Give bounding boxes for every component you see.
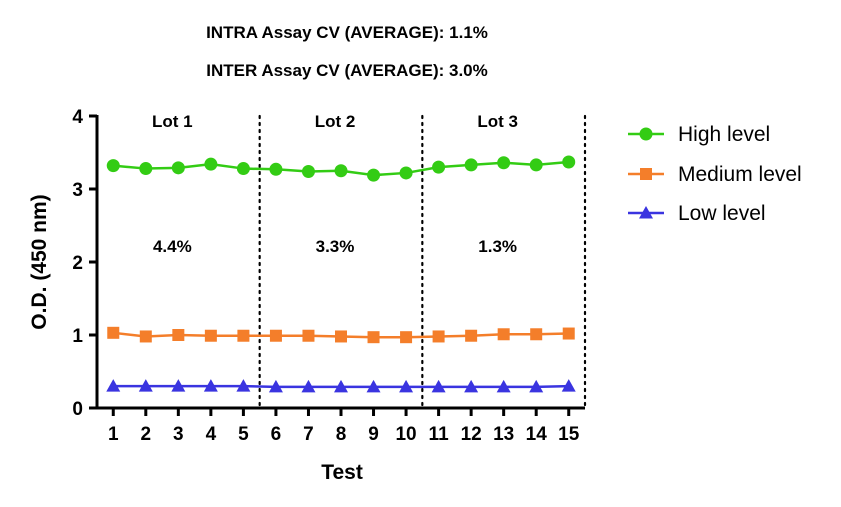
data-point — [268, 379, 283, 393]
legend-item: High level — [628, 123, 770, 146]
data-point — [497, 156, 511, 170]
data-point — [529, 379, 544, 393]
lot-dividers — [258, 114, 587, 410]
legend-marker — [639, 127, 653, 141]
legend-label: Low level — [678, 202, 766, 225]
data-point — [334, 164, 348, 178]
legend-item: Low level — [628, 202, 766, 225]
data-point — [497, 328, 510, 341]
x-tick-label: 10 — [395, 424, 416, 445]
chart-series — [106, 155, 576, 393]
data-point — [204, 329, 217, 342]
series-square — [107, 326, 575, 344]
data-point — [399, 166, 413, 180]
lot-cv-label: 1.3% — [478, 237, 517, 256]
data-point — [367, 331, 380, 344]
series-circle — [106, 155, 576, 182]
data-point — [562, 327, 575, 340]
data-point — [464, 158, 478, 172]
x-tick-label: 7 — [303, 424, 314, 445]
series-triangle — [106, 379, 576, 393]
x-tick-label: 2 — [141, 424, 152, 445]
lot-annotations: Lot 1 4.4% Lot 2 3.3% Lot 3 1.3% — [152, 112, 518, 256]
data-point — [335, 330, 347, 343]
x-tick-label: 14 — [526, 424, 548, 445]
data-point — [139, 330, 152, 343]
y-tick-label: 1 — [72, 326, 83, 347]
legend-label: High level — [678, 123, 770, 146]
data-point — [236, 162, 250, 176]
data-point — [496, 379, 511, 393]
chart-title-line: INTRA Assay CV (AVERAGE): 1.1% — [206, 23, 488, 42]
data-point — [562, 155, 576, 169]
y-tick-label: 4 — [72, 107, 83, 128]
data-point — [237, 329, 250, 342]
chart-axes — [95, 115, 585, 410]
x-tick-label: 6 — [271, 424, 282, 445]
legend-marker — [640, 168, 652, 180]
data-point — [139, 162, 153, 176]
data-point — [301, 164, 315, 178]
x-tick-label: 8 — [336, 424, 347, 445]
y-axis-label: O.D. (450 nm) — [28, 194, 51, 329]
data-point — [529, 158, 543, 172]
data-point — [203, 379, 218, 392]
lot-label: Lot 3 — [477, 112, 518, 131]
x-tick-label: 1 — [108, 424, 119, 445]
data-point — [367, 168, 381, 182]
data-point — [465, 329, 478, 342]
data-point — [269, 329, 282, 342]
legend-label: Medium level — [678, 163, 802, 186]
data-point — [204, 157, 218, 171]
data-point — [464, 379, 479, 393]
data-point — [172, 329, 185, 341]
data-point — [431, 379, 446, 393]
data-point — [107, 326, 120, 339]
x-tick-label: 11 — [429, 424, 450, 445]
data-point — [236, 379, 251, 392]
data-point — [106, 159, 120, 173]
legend-item: Medium level — [628, 163, 802, 186]
data-point — [366, 379, 381, 393]
data-point — [171, 379, 186, 392]
x-tick-label: 13 — [493, 424, 514, 445]
lot-cv-label: 4.4% — [153, 237, 192, 256]
data-point — [106, 379, 121, 392]
x-tick-label: 12 — [461, 424, 482, 445]
lot-label: Lot 2 — [315, 112, 356, 131]
y-tick-label: 2 — [72, 253, 83, 274]
x-axis-label: Test — [321, 461, 363, 484]
chart-title: INTRA Assay CV (AVERAGE): 1.1% INTER Assa… — [206, 23, 488, 80]
x-tick-label: 15 — [558, 424, 580, 445]
y-tick-label: 3 — [72, 180, 83, 201]
data-point — [432, 160, 446, 174]
data-point — [399, 379, 414, 393]
lot-cv-label: 3.3% — [316, 237, 355, 256]
data-point — [432, 330, 445, 343]
x-tick-label: 5 — [238, 424, 249, 445]
x-tick-label: 3 — [173, 424, 184, 445]
x-tick-label: 4 — [206, 424, 217, 445]
data-point — [334, 379, 348, 393]
data-point — [530, 328, 543, 341]
lot-label: Lot 1 — [152, 112, 193, 131]
data-point — [400, 331, 413, 344]
y-tick-label: 0 — [72, 399, 83, 420]
data-point — [138, 379, 153, 392]
chart-legend: High level Medium level Low level — [628, 123, 802, 225]
legend-marker — [639, 206, 653, 219]
data-point — [269, 162, 283, 176]
data-point — [171, 161, 185, 175]
data-point — [302, 329, 315, 342]
chart-title-line: INTER Assay CV (AVERAGE): 3.0% — [206, 61, 488, 80]
data-point — [301, 379, 316, 393]
data-point — [561, 379, 576, 392]
x-tick-label: 9 — [368, 424, 379, 445]
